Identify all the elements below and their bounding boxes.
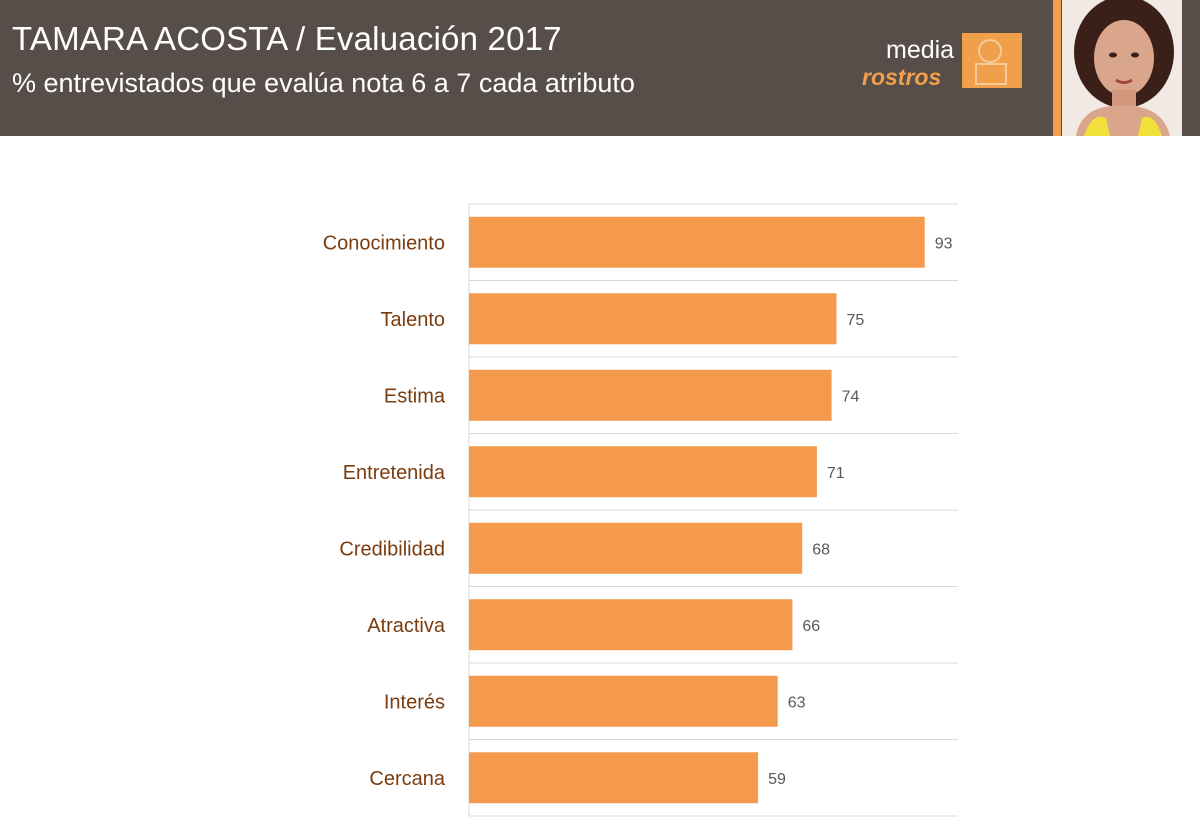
bar-credibilidad bbox=[469, 522, 803, 574]
category-label: Credibilidad bbox=[339, 538, 445, 560]
value-label: 68 bbox=[812, 541, 830, 558]
logo-square-icon bbox=[962, 33, 1022, 88]
value-label: 93 bbox=[935, 235, 953, 252]
portrait-photo bbox=[1062, 0, 1182, 136]
bar-entretenida bbox=[469, 446, 817, 498]
category-label: Talento bbox=[381, 309, 446, 331]
bar-cercana bbox=[469, 752, 759, 804]
bar-atractiva bbox=[469, 599, 793, 651]
value-label: 63 bbox=[788, 694, 806, 711]
value-label: 75 bbox=[847, 312, 865, 329]
header-banner: TAMARA ACOSTA / Evaluación 2017 % entrev… bbox=[0, 0, 1200, 136]
page-subtitle: % entrevistados que evalúa nota 6 a 7 ca… bbox=[12, 68, 635, 98]
chart-labels: Conocimiento 93 Talento 75 Estima 74 Entreteni… bbox=[323, 232, 953, 790]
value-label: 66 bbox=[802, 618, 820, 635]
chart-gridlines bbox=[468, 203, 958, 817]
media-rostros-logo: media rostros bbox=[858, 32, 1028, 92]
category-label: Atractiva bbox=[367, 615, 446, 637]
chart-bars bbox=[469, 216, 925, 804]
logo-word-rostros: rostros bbox=[862, 64, 942, 90]
bar-inter-s bbox=[469, 675, 778, 727]
value-label: 59 bbox=[768, 771, 786, 788]
accent-divider bbox=[1053, 0, 1061, 136]
page-title: TAMARA ACOSTA / Evaluación 2017 bbox=[12, 20, 562, 57]
bar-talento bbox=[469, 293, 837, 345]
value-label: 71 bbox=[827, 465, 845, 482]
category-label: Cercana bbox=[369, 768, 445, 790]
bar-estima bbox=[469, 369, 832, 421]
bar-conocimiento bbox=[469, 216, 925, 268]
category-label: Conocimiento bbox=[323, 232, 445, 254]
category-label: Interés bbox=[384, 691, 445, 713]
category-label: Estima bbox=[384, 385, 446, 407]
category-label: Entretenida bbox=[343, 462, 446, 484]
logo-word-media: media bbox=[886, 36, 955, 64]
value-label: 74 bbox=[842, 388, 860, 405]
